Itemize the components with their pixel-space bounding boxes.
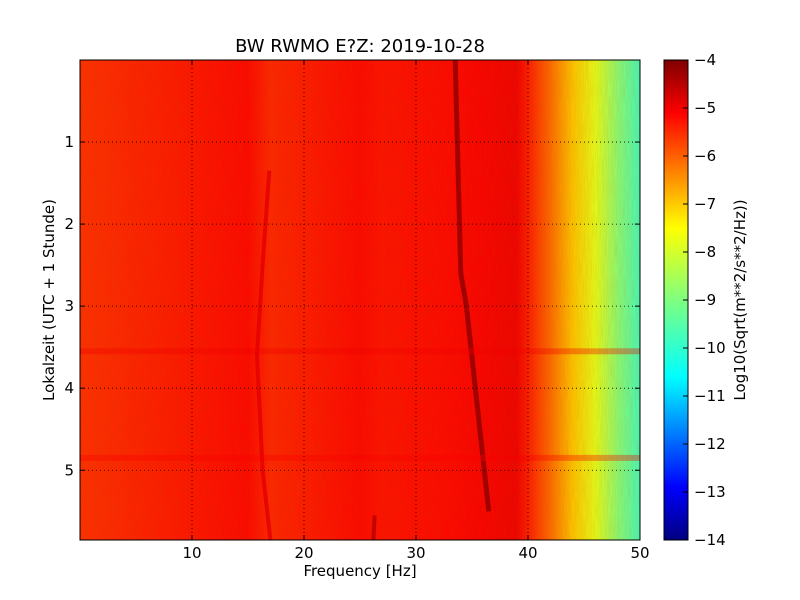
colorbar-tick-label: −9 — [694, 291, 716, 309]
spectrogram-image — [80, 60, 640, 540]
y-axis-label: Lokalzeit (UTC + 1 Stunde) — [40, 199, 58, 401]
y-axis: 1 2 3 4 5 — [64, 133, 640, 479]
chart-title: BW RWMO E?Z: 2019-10-28 — [235, 36, 485, 57]
y-tick-label: 2 — [64, 215, 74, 233]
colorbar-tick-label: −12 — [694, 435, 726, 453]
colorbar-tick-label: −13 — [694, 483, 726, 501]
y-tick-label: 1 — [64, 133, 74, 151]
spectral-lines — [254, 60, 492, 540]
event-band — [80, 454, 640, 461]
colorbar-tick-label: −14 — [694, 531, 726, 549]
x-tick-label: 30 — [406, 544, 425, 562]
x-tick-label: 20 — [294, 544, 313, 562]
x-tick-label: 40 — [518, 544, 537, 562]
y-tick-label: 3 — [64, 297, 74, 315]
colorbar-label: Log10(Sqrt(m**2/s**2/Hz)) — [731, 199, 749, 401]
spectral-line — [371, 515, 377, 540]
colorbar-tick-label: −6 — [694, 147, 716, 165]
event-bands — [80, 348, 640, 461]
colorbar-tick-label: −7 — [694, 195, 716, 213]
event-band — [80, 348, 640, 355]
colorbar-axis: −4 −5 −6 −7 −8 −9 −10 −11 −12 −13 −14 — [683, 51, 726, 549]
spectral-line — [254, 170, 273, 540]
x-tick-label: 50 — [630, 544, 649, 562]
colorbar-tick-label: −4 — [694, 51, 716, 69]
colorbar-tick-label: −11 — [694, 387, 726, 405]
spectral-line — [452, 60, 492, 512]
y-tick-label: 5 — [64, 461, 74, 479]
y-tick-label: 4 — [64, 379, 74, 397]
colorbar-tick-label: −10 — [694, 339, 726, 357]
grid — [80, 60, 640, 540]
x-tick-label: 10 — [182, 544, 201, 562]
x-axis: 10 20 30 40 50 — [182, 60, 650, 562]
colorbar-tick-label: −5 — [694, 99, 716, 117]
colorbar-tick-label: −8 — [694, 243, 716, 261]
x-axis-label: Frequency [Hz] — [303, 562, 417, 580]
plot-frame — [79, 59, 641, 541]
